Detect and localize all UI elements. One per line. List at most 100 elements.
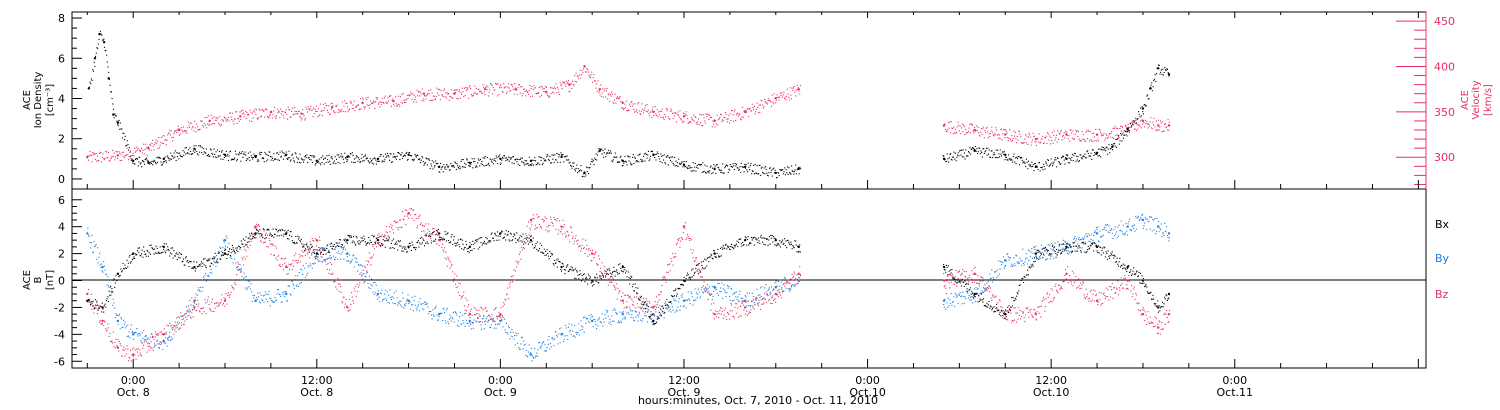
velocity-point: [627, 109, 629, 111]
density-point: [1147, 98, 1149, 100]
density-point: [338, 156, 340, 158]
density-point: [149, 163, 151, 165]
by-point: [789, 289, 791, 291]
bz-point: [112, 331, 114, 333]
density-point: [773, 172, 775, 174]
by-point: [1159, 229, 1162, 231]
density-point: [153, 159, 155, 161]
bz-point: [201, 313, 203, 315]
velocity-point: [487, 86, 489, 88]
velocity-point: [439, 88, 441, 91]
bz-point: [347, 310, 349, 312]
density-point: [397, 151, 399, 153]
bz-point: [197, 305, 199, 307]
velocity-point: [696, 123, 698, 125]
bz-point: [247, 246, 249, 248]
by-point: [630, 316, 632, 318]
density-point: [108, 78, 110, 81]
density-point: [95, 55, 97, 57]
density-point: [695, 170, 697, 172]
density-point: [1079, 154, 1081, 156]
by-point: [952, 301, 954, 303]
by-point: [759, 287, 762, 289]
by-point: [797, 278, 799, 280]
by-point: [131, 333, 135, 336]
density-point: [484, 157, 486, 159]
bz-point: [422, 225, 424, 227]
bz-point: [374, 243, 376, 245]
velocity-point: [1060, 129, 1062, 131]
velocity-point: [180, 127, 183, 129]
velocity-point: [561, 88, 563, 90]
velocity-point: [101, 161, 103, 163]
density-point: [242, 156, 244, 158]
by-point: [644, 311, 647, 313]
velocity-point: [456, 97, 458, 99]
density-point: [282, 158, 285, 160]
bz-point: [182, 315, 184, 317]
density-point: [740, 162, 742, 164]
velocity-point: [240, 110, 242, 112]
by-point: [1148, 220, 1150, 222]
velocity-point: [523, 88, 525, 90]
density-point: [185, 153, 187, 155]
by-point: [1130, 229, 1132, 232]
by-point: [1010, 265, 1012, 267]
density-point: [1140, 115, 1142, 117]
density-point: [212, 156, 214, 158]
by-point: [210, 269, 212, 271]
by-point: [784, 277, 786, 279]
by-point: [756, 288, 758, 290]
density-point: [95, 52, 97, 54]
by-point: [216, 254, 218, 257]
density-point: [300, 157, 302, 159]
velocity-point: [375, 97, 377, 99]
velocity-point: [304, 118, 306, 120]
by-point: [963, 302, 965, 304]
density-point: [724, 165, 727, 167]
by-point: [1038, 256, 1040, 258]
velocity-point: [209, 124, 211, 126]
velocity-point: [1119, 127, 1121, 129]
density-point: [1162, 74, 1164, 76]
by-point: [288, 285, 290, 287]
velocity-point: [330, 103, 332, 105]
density-point: [947, 158, 949, 160]
density-point: [1019, 156, 1021, 158]
density-point: [1106, 147, 1108, 149]
velocity-point: [445, 97, 448, 99]
by-point: [965, 298, 967, 300]
velocity-point: [1053, 130, 1056, 132]
velocity-point: [1030, 144, 1032, 146]
by-point: [748, 304, 750, 307]
by-point: [409, 301, 411, 303]
velocity-point: [1017, 139, 1019, 141]
by-point: [686, 299, 689, 301]
bz-point: [444, 257, 446, 259]
velocity-point: [1133, 124, 1135, 126]
by-point: [661, 310, 663, 312]
density-point: [265, 153, 267, 155]
by-point: [489, 326, 491, 328]
by-point: [97, 262, 99, 264]
by-point: [1084, 235, 1086, 237]
density-point: [353, 158, 355, 160]
by-point: [399, 304, 401, 306]
velocity-point: [497, 83, 499, 85]
bz-point: [112, 342, 114, 344]
by-point: [1164, 230, 1166, 232]
density-point: [564, 156, 566, 158]
bz-point: [208, 303, 210, 306]
by-point: [296, 284, 298, 286]
bz-point: [324, 249, 326, 251]
bz-point: [389, 231, 391, 233]
bz-point: [103, 320, 105, 322]
density-point: [147, 160, 149, 162]
density-point: [477, 158, 479, 160]
by-point: [581, 328, 583, 331]
velocity-point: [786, 88, 788, 90]
density-point: [1002, 151, 1004, 153]
velocity-point: [1001, 139, 1003, 141]
bz-point: [454, 283, 457, 285]
velocity-point: [1092, 140, 1094, 142]
